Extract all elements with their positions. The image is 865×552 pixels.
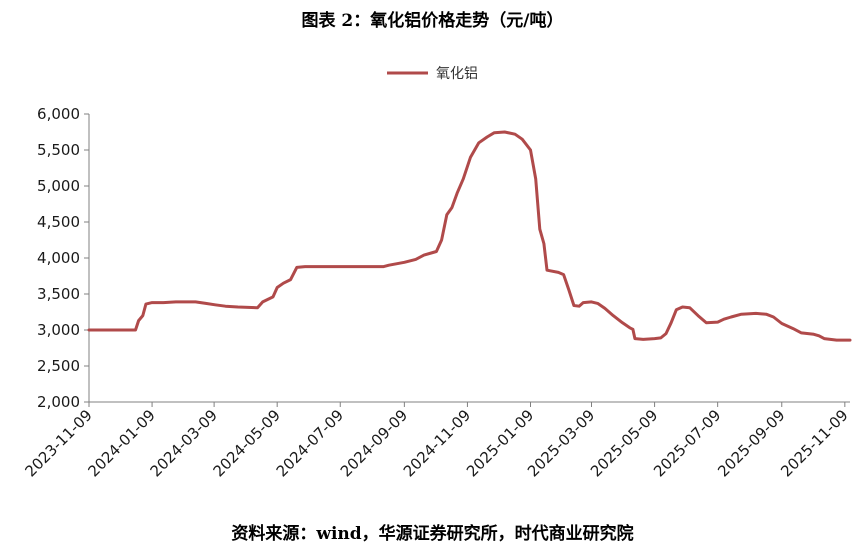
x-axis: 2023-11-092024-01-092024-03-092024-05-09…	[21, 401, 852, 480]
y-tick-label: 4,000	[37, 249, 80, 267]
legend-label-aluminum-oxide: 氧化铝	[436, 66, 478, 82]
y-tick-label: 6,000	[37, 105, 80, 123]
x-tick-label: 2025-07-09	[650, 406, 724, 480]
x-tick-label: 2025-11-09	[777, 406, 851, 480]
y-tick-label: 2,500	[37, 357, 80, 375]
x-tick-label: 2024-09-09	[337, 406, 411, 480]
chart-title: 图表 2：氧化铝价格走势（元/吨）	[301, 11, 564, 31]
y-tick-label: 3,000	[37, 321, 80, 339]
y-tick-label: 5,500	[37, 141, 80, 159]
x-tick-label: 2025-05-09	[587, 406, 661, 480]
x-tick-label: 2024-11-09	[400, 406, 474, 480]
series-line-aluminum-oxide	[87, 130, 852, 342]
legend: 氧化铝	[387, 66, 478, 82]
y-tick-label: 3,500	[37, 285, 80, 303]
x-tick-label: 2024-03-09	[147, 406, 221, 480]
x-tick-label: 2023-11-09	[21, 406, 95, 480]
x-tick-label: 2024-07-09	[273, 406, 347, 480]
y-tick-label: 4,500	[37, 213, 80, 231]
y-tick-label: 5,000	[37, 177, 80, 195]
y-tick-label: 2,000	[37, 393, 80, 411]
x-tick-label: 2024-05-09	[210, 406, 284, 480]
y-axis: 2,000 2,500 3,000 3,500 4,000 4,500 5,000 5,500…	[37, 105, 90, 411]
source-note: 资料来源：wind，华源证券研究所，时代商业研究院	[231, 524, 634, 544]
x-tick-label: 2025-09-09	[714, 406, 788, 480]
